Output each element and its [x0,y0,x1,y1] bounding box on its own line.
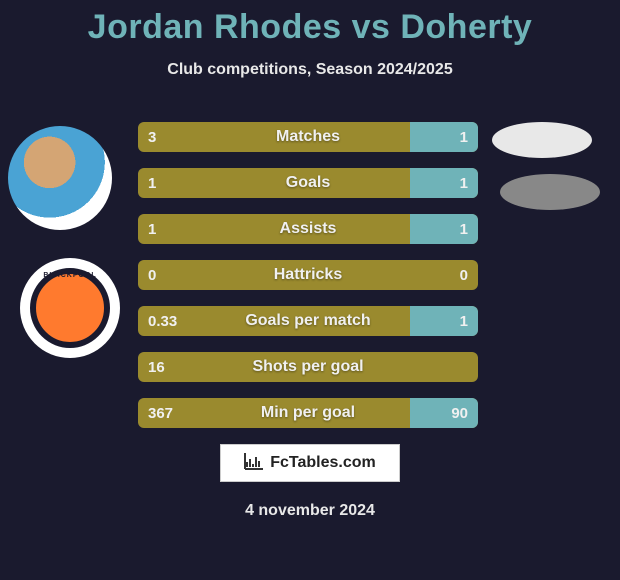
chart-icon [244,452,264,475]
stat-row: 0.33Goals per match1 [138,306,478,336]
footer-logo[interactable]: FcTables.com [220,444,400,482]
club-badge-left: BLACKPOOL [20,258,120,358]
stats-container: 3Matches11Goals11Assists10Hattricks00.33… [138,122,478,444]
player-right-avatar-placeholder [492,122,592,158]
club-badge-inner: BLACKPOOL [30,268,110,348]
stat-row: 367Min per goal90 [138,398,478,428]
stat-label: Min per goal [138,404,478,422]
stat-value-right: 90 [451,405,468,422]
footer-logo-text: FcTables.com [270,454,376,472]
stat-row: 1Goals1 [138,168,478,198]
stat-value-right: 1 [460,313,468,330]
stat-label: Matches [138,128,478,146]
footer-date: 4 november 2024 [0,502,620,520]
club-badge-text: BLACKPOOL [36,272,104,279]
stat-label: Hattricks [138,266,478,284]
stat-label: Goals per match [138,312,478,330]
stat-value-right: 1 [460,221,468,238]
stat-label: Goals [138,174,478,192]
stat-row: 0Hattricks0 [138,260,478,290]
stat-row: 16Shots per goal [138,352,478,382]
page-title: Jordan Rhodes vs Doherty [0,0,620,47]
page-subtitle: Club competitions, Season 2024/2025 [0,61,620,79]
stat-label: Assists [138,220,478,238]
stat-label: Shots per goal [138,358,478,376]
stat-value-right: 1 [460,175,468,192]
stat-value-right: 1 [460,129,468,146]
stat-value-right: 0 [460,267,468,284]
stat-row: 3Matches1 [138,122,478,152]
club-badge-right-placeholder [500,174,600,210]
player-left-avatar [8,126,112,230]
stat-row: 1Assists1 [138,214,478,244]
